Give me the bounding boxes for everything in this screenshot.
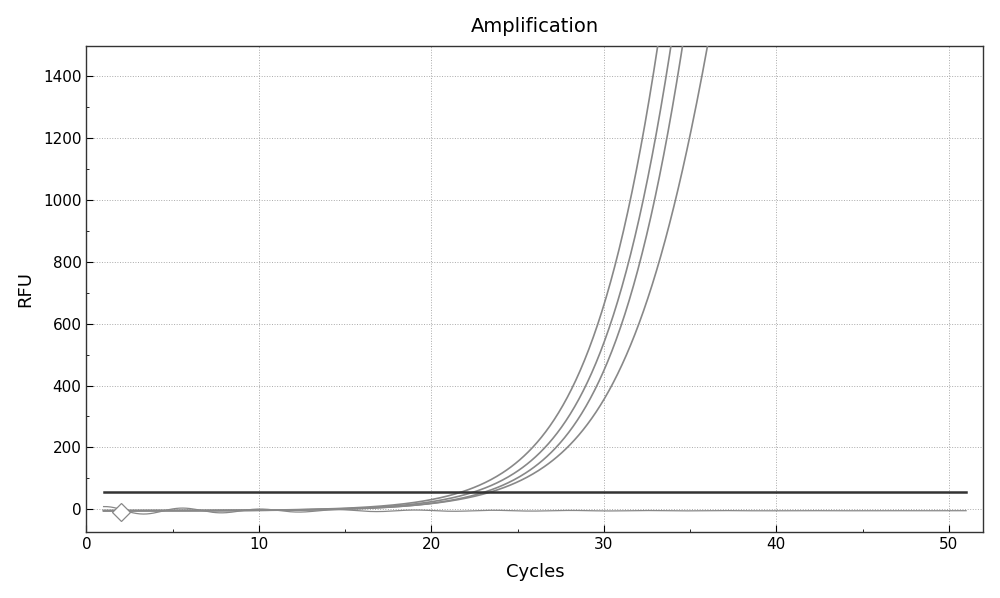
Y-axis label: RFU: RFU — [17, 271, 35, 307]
Title: Amplification: Amplification — [471, 17, 599, 36]
X-axis label: Cycles: Cycles — [506, 563, 564, 581]
